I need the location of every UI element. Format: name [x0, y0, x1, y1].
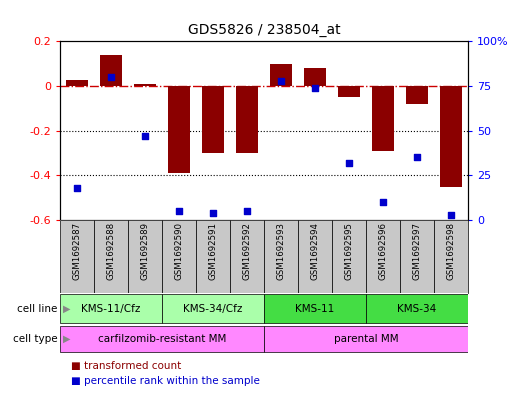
Text: GSM1692588: GSM1692588 [107, 222, 116, 280]
Bar [168, 86, 190, 173]
Bar [298, 220, 332, 293]
Bar [372, 86, 394, 151]
Bar [338, 86, 360, 97]
Bar [162, 220, 196, 293]
Text: KMS-34: KMS-34 [397, 303, 437, 314]
Point [311, 84, 320, 91]
Point [209, 210, 218, 216]
Bar [264, 294, 366, 323]
Bar [434, 220, 468, 293]
Text: GSM1692589: GSM1692589 [141, 222, 150, 280]
Bar [94, 220, 128, 293]
Bar [162, 294, 264, 323]
Text: GSM1692593: GSM1692593 [277, 222, 286, 280]
Bar [440, 86, 462, 187]
Text: GSM1692594: GSM1692594 [311, 222, 320, 280]
Text: ■ percentile rank within the sample: ■ percentile rank within the sample [71, 376, 259, 386]
Text: KMS-34/Cfz: KMS-34/Cfz [184, 303, 243, 314]
Point [243, 208, 252, 214]
Bar [196, 220, 230, 293]
Bar [60, 220, 94, 293]
Text: GSM1692598: GSM1692598 [447, 222, 456, 280]
Point [277, 77, 286, 84]
Text: GSM1692595: GSM1692595 [345, 222, 354, 280]
Bar [264, 220, 298, 293]
Bar [406, 86, 428, 104]
Text: ■ transformed count: ■ transformed count [71, 362, 181, 371]
Bar [230, 220, 264, 293]
Text: KMS-11/Cfz: KMS-11/Cfz [82, 303, 141, 314]
Point [447, 211, 456, 218]
Bar [270, 64, 292, 86]
Bar [66, 81, 88, 86]
Bar [128, 220, 162, 293]
Bar [202, 86, 224, 153]
Bar [366, 220, 400, 293]
Text: GSM1692592: GSM1692592 [243, 222, 252, 280]
Text: carfilzomib-resistant MM: carfilzomib-resistant MM [98, 334, 226, 344]
Text: GSM1692587: GSM1692587 [73, 222, 82, 280]
Bar [60, 294, 162, 323]
Point [413, 154, 422, 161]
Point [107, 74, 116, 80]
Text: cell type: cell type [13, 334, 58, 344]
Bar [100, 55, 122, 86]
Text: GSM1692596: GSM1692596 [379, 222, 388, 280]
Point [141, 133, 150, 139]
Text: cell line: cell line [17, 303, 58, 314]
Title: GDS5826 / 238504_at: GDS5826 / 238504_at [188, 24, 340, 37]
Text: KMS-11: KMS-11 [295, 303, 335, 314]
Text: ▶: ▶ [63, 303, 70, 314]
Text: parental MM: parental MM [334, 334, 399, 344]
Point [379, 199, 388, 205]
Bar [304, 68, 326, 86]
Bar [60, 326, 264, 352]
Point [73, 185, 82, 191]
Bar [236, 86, 258, 153]
Text: GSM1692597: GSM1692597 [413, 222, 422, 280]
Text: ▶: ▶ [63, 334, 70, 344]
Bar [366, 294, 468, 323]
Bar [264, 326, 468, 352]
Bar [332, 220, 366, 293]
Text: GSM1692590: GSM1692590 [175, 222, 184, 280]
Text: GSM1692591: GSM1692591 [209, 222, 218, 280]
Point [345, 160, 354, 166]
Bar [134, 84, 156, 86]
Point [175, 208, 184, 214]
Bar [400, 220, 434, 293]
